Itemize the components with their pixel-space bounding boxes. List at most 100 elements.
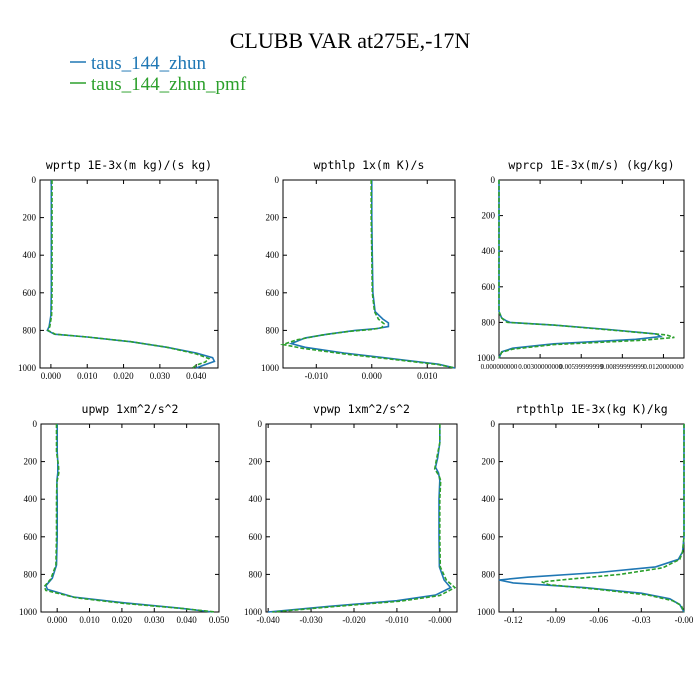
x-tick-label: 0.00599999999 bbox=[559, 363, 603, 371]
y-tick-label: 200 bbox=[249, 457, 263, 467]
y-tick-label: 200 bbox=[23, 213, 37, 223]
panel-2: wprcp 1E-3x(m/s) (kg/kg) 0 200 400 600 800 100… bbox=[477, 158, 685, 371]
x-tick-label: 0.010 bbox=[417, 371, 438, 381]
panel-4: vpwp 1xm^2/s^2 0 200 400 600 800 1000-0.040 -0.… bbox=[244, 402, 458, 625]
panel-1: wpthlp 1x(m K)/s 0 200 400 600 800 1000 -0.010 0… bbox=[261, 158, 456, 381]
x-tick-label: 0.00899999999 bbox=[600, 363, 644, 371]
series-line-0 bbox=[288, 180, 456, 369]
y-tick-label: 0 bbox=[491, 419, 496, 429]
x-tick-label: -0.03 bbox=[632, 615, 651, 625]
x-tick-label: -0.09 bbox=[547, 615, 566, 625]
series-line-1 bbox=[272, 424, 457, 613]
y-tick-label: 400 bbox=[24, 494, 38, 504]
y-tick-label: 600 bbox=[23, 288, 37, 298]
y-tick-label: 600 bbox=[482, 282, 496, 292]
y-tick-label: 1000 bbox=[477, 353, 496, 363]
series-line-0 bbox=[44, 424, 213, 613]
y-tick-label: 800 bbox=[23, 325, 37, 335]
y-tick-label: 1000 bbox=[477, 607, 496, 617]
y-tick-label: 0 bbox=[258, 419, 263, 429]
x-tick-label: -0.06 bbox=[589, 615, 608, 625]
x-tick-label: 0.000 bbox=[41, 371, 62, 381]
series-line-1 bbox=[541, 424, 685, 613]
y-tick-label: 400 bbox=[249, 494, 263, 504]
figure-legend: taus_144_zhun taus_144_zhun_pmf bbox=[70, 53, 247, 95]
x-tick-label: 0.010 bbox=[77, 371, 98, 381]
y-tick-label: 600 bbox=[24, 532, 38, 542]
x-tick-label: -0.040 bbox=[257, 615, 281, 625]
x-tick-label: 0.0120000000 bbox=[643, 363, 684, 371]
figure-title: CLUBB VAR at275E,-17N bbox=[230, 28, 471, 53]
series-line-0 bbox=[498, 180, 664, 359]
y-tick-label: 1000 bbox=[261, 363, 280, 373]
y-tick-label: 800 bbox=[266, 325, 280, 335]
panel-title: wpthlp 1x(m K)/s bbox=[314, 158, 425, 172]
series-line-1 bbox=[43, 424, 216, 613]
legend-label-0: taus_144_zhun bbox=[91, 53, 207, 74]
x-tick-label: 0.030 bbox=[150, 371, 171, 381]
panel-title: rtpthlp 1E-3x(kg K)/kg bbox=[515, 402, 667, 416]
plot-frame bbox=[39, 179, 219, 369]
x-tick-label: -0.030 bbox=[299, 615, 323, 625]
x-tick-label: 0.050 bbox=[209, 615, 230, 625]
x-tick-label: -0.020 bbox=[342, 615, 366, 625]
y-tick-label: 0 bbox=[32, 175, 37, 185]
y-tick-label: 1000 bbox=[244, 607, 263, 617]
legend-label-1: taus_144_zhun_pmf bbox=[91, 74, 247, 95]
x-tick-label: 0.040 bbox=[186, 371, 207, 381]
x-tick-label: -0.010 bbox=[385, 615, 409, 625]
panel-5: rtpthlp 1E-3x(kg K)/kg02004006008001000-… bbox=[477, 402, 694, 625]
x-tick-label: 0.010 bbox=[79, 615, 100, 625]
y-tick-label: 200 bbox=[266, 213, 280, 223]
y-tick-label: 0 bbox=[491, 175, 496, 185]
plot-frame bbox=[282, 179, 456, 369]
y-tick-label: 600 bbox=[482, 532, 496, 542]
y-tick-label: 800 bbox=[24, 569, 38, 579]
plot-frame bbox=[40, 423, 220, 613]
panel-title: upwp 1xm^2/s^2 bbox=[82, 402, 179, 416]
y-tick-label: 1000 bbox=[18, 363, 37, 373]
x-tick-label: 0.000 bbox=[362, 371, 383, 381]
y-tick-label: 800 bbox=[482, 569, 496, 579]
panels: wprtp 1E-3x(m kg)/(s kg) 0 200 400 600 800 100… bbox=[18, 158, 694, 625]
series-line-1 bbox=[279, 180, 456, 369]
x-tick-label: 0.030 bbox=[144, 615, 165, 625]
panel-0: wprtp 1E-3x(m kg)/(s kg) 0 200 400 600 800 100… bbox=[18, 158, 219, 381]
x-tick-label: 0.000 bbox=[47, 615, 68, 625]
x-tick-label: 0.020 bbox=[112, 615, 133, 625]
x-tick-label: 0.020 bbox=[113, 371, 134, 381]
plot-frame bbox=[498, 179, 685, 359]
panel-title: wprtp 1E-3x(m kg)/(s kg) bbox=[46, 158, 212, 172]
y-tick-label: 800 bbox=[249, 569, 263, 579]
y-tick-label: 400 bbox=[482, 494, 496, 504]
x-tick-label: 0.00300000000 bbox=[518, 363, 562, 371]
y-tick-label: 400 bbox=[482, 246, 496, 256]
x-tick-label: 0.000000000 bbox=[481, 363, 518, 371]
y-tick-label: 400 bbox=[23, 250, 37, 260]
x-tick-label: -0.000 bbox=[428, 615, 452, 625]
x-tick-label: 0.040 bbox=[177, 615, 198, 625]
y-tick-label: 200 bbox=[482, 457, 496, 467]
y-tick-label: 1000 bbox=[19, 607, 38, 617]
y-tick-label: 600 bbox=[249, 532, 263, 542]
y-tick-label: 0 bbox=[33, 419, 38, 429]
plot-frame bbox=[265, 423, 458, 613]
x-tick-label: -0.12 bbox=[504, 615, 523, 625]
y-tick-label: 200 bbox=[482, 211, 496, 221]
y-tick-label: 400 bbox=[266, 250, 280, 260]
series-line-0 bbox=[498, 424, 685, 613]
x-tick-label: -0.00 bbox=[675, 615, 694, 625]
y-tick-label: 800 bbox=[482, 317, 496, 327]
series-line-1 bbox=[498, 180, 675, 359]
y-tick-label: 600 bbox=[266, 288, 280, 298]
series-line-0 bbox=[46, 180, 216, 369]
series-line-1 bbox=[46, 180, 211, 369]
y-tick-label: 200 bbox=[24, 457, 38, 467]
panel-3: upwp 1xm^2/s^2 0 200 400 600 800 1000 0.000 0.01… bbox=[19, 402, 230, 625]
y-tick-label: 0 bbox=[275, 175, 280, 185]
x-tick-label: -0.010 bbox=[305, 371, 329, 381]
panel-title: wprcp 1E-3x(m/s) (kg/kg) bbox=[508, 158, 674, 172]
series-line-0 bbox=[268, 424, 452, 613]
panel-title: vpwp 1xm^2/s^2 bbox=[313, 402, 410, 416]
